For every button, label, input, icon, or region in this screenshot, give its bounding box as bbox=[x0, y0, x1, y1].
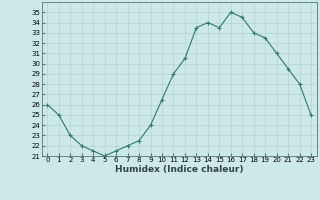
X-axis label: Humidex (Indice chaleur): Humidex (Indice chaleur) bbox=[115, 165, 244, 174]
